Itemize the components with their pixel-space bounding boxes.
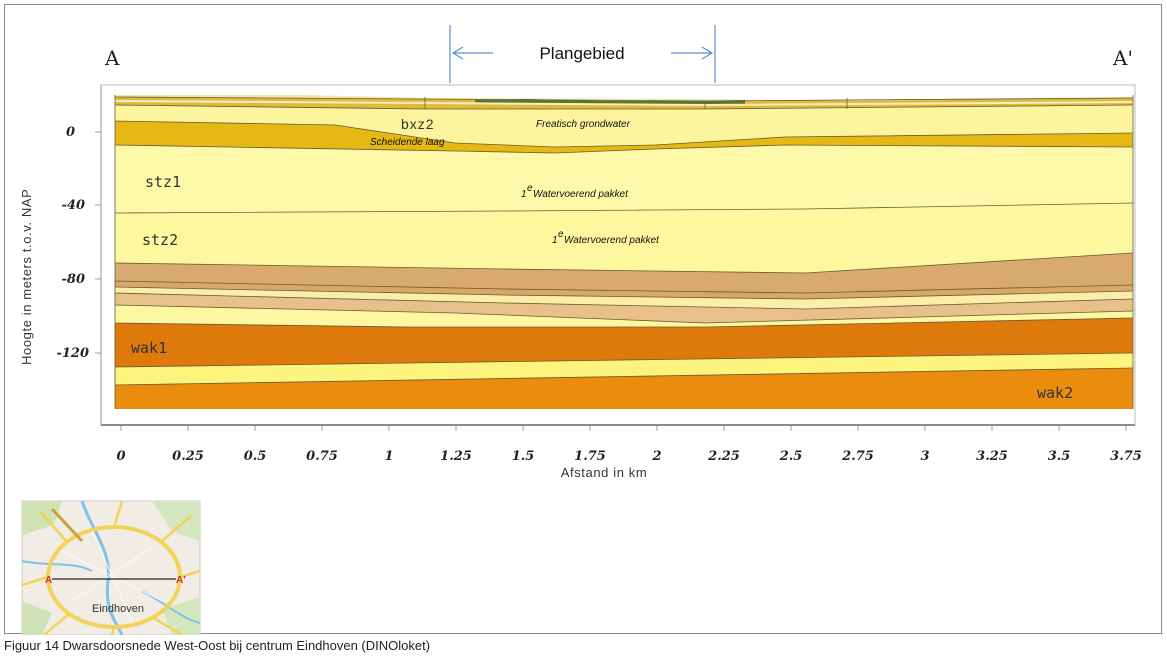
x-axis: 0 0.25 0.5 0.75 1 1.25 1.5 1.75 2 2.25 2.5 2.75 3 3.2… — [116, 425, 1142, 480]
x-tick-label: 0 — [116, 449, 125, 464]
y-tick-label: -80 — [62, 272, 86, 287]
figure-caption: Figuur 14 Dwarsdoorsnede West-Oost bij c… — [4, 638, 431, 653]
x-tick-label: 0.5 — [244, 449, 267, 464]
svg-text:Watervoerend pakket: Watervoerend pakket — [564, 235, 660, 246]
svg-text:e: e — [558, 229, 564, 240]
x-tick-label: 0.75 — [306, 449, 338, 464]
figure-frame: A A' Plangebied — [4, 4, 1162, 637]
layer-wak1 — [115, 318, 1133, 367]
y-axis: 0 -40 -80 -120 Hoogte in meters t.o.v. N… — [19, 125, 101, 365]
svg-text:1: 1 — [552, 235, 558, 246]
x-tick-label: 3.5 — [1048, 449, 1071, 464]
plan-area-marker: Plangebied — [449, 25, 716, 83]
inset-map: A A' Eindhoven — [21, 500, 201, 637]
arrow-right-icon — [701, 46, 714, 60]
x-tick-label: 2 — [651, 449, 661, 464]
layer-label-stz2: stz2 — [142, 231, 178, 249]
x-tick-label: 1.5 — [512, 449, 535, 464]
section-label-a: A — [104, 46, 120, 70]
arrow-left-icon — [451, 46, 464, 60]
inset-city-label: Eindhoven — [92, 603, 144, 615]
layer-scheidende-laag — [115, 121, 1133, 153]
x-tick-label: 2.5 — [779, 449, 803, 464]
annotation-pakket-1: 1 e Watervoerend pakket — [521, 183, 629, 200]
plan-area-label: Plangebied — [539, 44, 624, 63]
layer-yellow-lower — [115, 353, 1133, 385]
x-axis-title: Afstand in km — [561, 465, 648, 480]
svg-text:Watervoerend pakket: Watervoerend pakket — [533, 189, 629, 200]
geological-layers — [114, 95, 1134, 409]
layer-tan-1 — [115, 281, 1133, 299]
layer-wak2 — [115, 368, 1133, 409]
y-axis-title: Hoogte in meters t.o.v. NAP — [19, 189, 34, 365]
layer-bxz2 — [115, 105, 1133, 147]
y-tick-label: 0 — [66, 125, 75, 140]
layer-label-stz1: stz1 — [145, 173, 181, 191]
layer-stz2 — [115, 203, 1133, 273]
x-tick-label: 1 — [384, 449, 393, 464]
x-tick-label: 0.25 — [172, 449, 204, 464]
annotation-freatisch: Freatisch grondwater — [536, 119, 631, 130]
layer-surface-green — [475, 99, 745, 104]
x-tick-label: 2.75 — [841, 449, 874, 464]
layer-label-wak2: wak2 — [1037, 384, 1073, 402]
x-tick-label: 3.75 — [1110, 449, 1142, 464]
layer-light-tan-1 — [115, 293, 1133, 323]
layer-stz1 — [115, 145, 1133, 213]
cross-section-figure: A A' Plangebied — [19, 25, 1142, 637]
annotation-scheidende: Scheidende laag — [370, 137, 445, 148]
svg-text:1: 1 — [521, 189, 527, 200]
x-tick-label: 2.25 — [707, 449, 740, 464]
inset-label-a-prime: A' — [176, 575, 186, 586]
layer-label-bxz2: bxz2 — [401, 116, 435, 132]
x-tick-label: 3 — [920, 449, 929, 464]
y-tick-label: -120 — [56, 346, 89, 361]
svg-text:e: e — [527, 183, 533, 194]
x-tick-label: 1.25 — [440, 449, 472, 464]
inset-label-a: A — [45, 575, 52, 586]
layer-label-wak1: wak1 — [131, 339, 167, 357]
annotation-pakket-2: 1 e Watervoerend pakket — [552, 229, 660, 246]
layer-yellow-mid — [115, 305, 1133, 327]
y-tick-label: -40 — [62, 198, 86, 213]
layer-tan-2 — [115, 253, 1133, 293]
section-label-a-prime: A' — [1112, 46, 1133, 70]
x-tick-label: 1.75 — [574, 449, 606, 464]
x-tick-label: 3.25 — [976, 449, 1008, 464]
